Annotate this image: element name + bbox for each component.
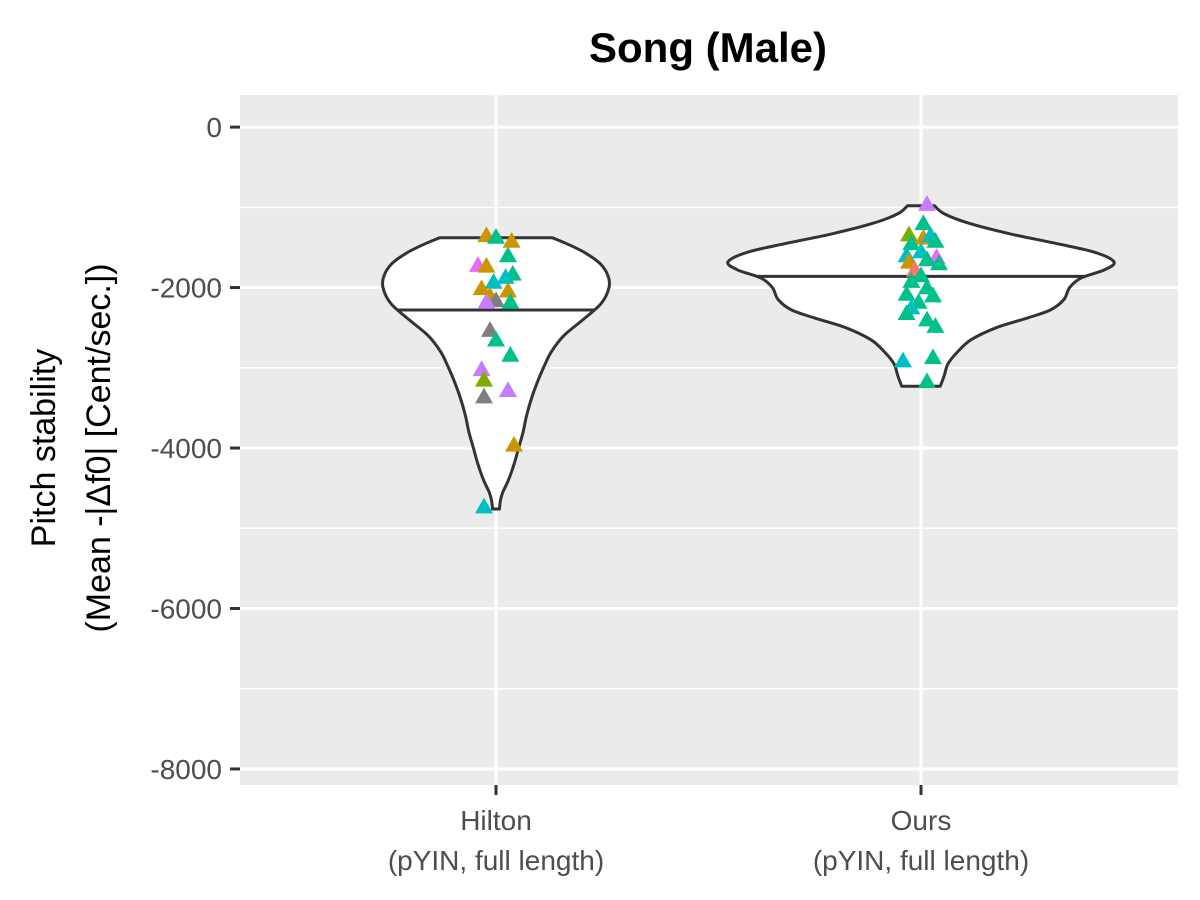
data-point-triangle [912, 266, 930, 283]
violin-shape [726, 204, 1116, 388]
data-point-triangle [894, 351, 912, 368]
data-point-triangle [900, 225, 918, 242]
x-tick-label-line-2: (pYIN, full length) [388, 845, 604, 876]
data-point-triangle [472, 279, 491, 296]
x-tick-label-line-1: Hilton [460, 805, 532, 836]
data-point-triangle [902, 272, 921, 288]
data-point-triangle [499, 281, 517, 298]
data-point-triangle [484, 272, 503, 289]
data-point-triangle [902, 234, 921, 251]
data-point-triangle [501, 345, 520, 362]
data-point-triangle [918, 310, 936, 327]
y-tick-label: -6000 [150, 593, 222, 624]
y-tick-label: 0 [206, 112, 222, 143]
data-point-triangle [472, 360, 491, 377]
data-point-triangle [897, 284, 916, 301]
data-point-triangle [475, 370, 493, 387]
y-tick-label: -2000 [150, 273, 222, 304]
data-point-triangle [505, 435, 523, 452]
x-tick-label-line-1: Ours [891, 805, 952, 836]
data-point-triangle [930, 254, 948, 271]
data-point-triangle [475, 387, 493, 404]
data-point-triangle [914, 214, 933, 231]
violin-shape [380, 236, 612, 511]
data-point-triangle [499, 381, 517, 398]
data-point-triangle [926, 232, 945, 248]
data-point-triangle [487, 228, 505, 244]
data-point-triangle [487, 330, 505, 347]
data-point-triangle [924, 348, 942, 365]
data-point-triangle [496, 268, 515, 284]
data-point-triangle [926, 317, 945, 333]
data-point-triangle [502, 232, 521, 248]
y-tick-label: -8000 [150, 754, 222, 785]
data-point-triangle [477, 293, 496, 309]
chart-title: Song (Male) [589, 24, 827, 71]
axis-layer: 0 -2000 -4000 -6000 -8000 Hilton (pYIN, full l… [150, 112, 1029, 876]
data-point-triangle [918, 372, 936, 389]
data-point-triangle [477, 256, 496, 273]
data-point-triangle [501, 293, 520, 309]
data-point-triangle [924, 286, 942, 303]
data-point-triangle [475, 497, 493, 514]
data-point-triangle [918, 250, 936, 267]
point-layer [469, 195, 948, 514]
x-tick-label-line-2: (pYIN, full length) [813, 845, 1029, 876]
data-point-triangle [481, 321, 499, 337]
y-tick-label: -4000 [150, 433, 222, 464]
data-point-triangle [897, 304, 916, 320]
data-point-triangle [918, 195, 936, 211]
y-axis-label-line-2: (Mean -|Δf0| [Cent/sec.]) [80, 263, 118, 632]
data-point-triangle [499, 246, 517, 263]
plot-panel [240, 95, 1178, 785]
y-axis-label-line-1: Pitch stability [25, 349, 63, 547]
violin-layer [380, 204, 1116, 511]
